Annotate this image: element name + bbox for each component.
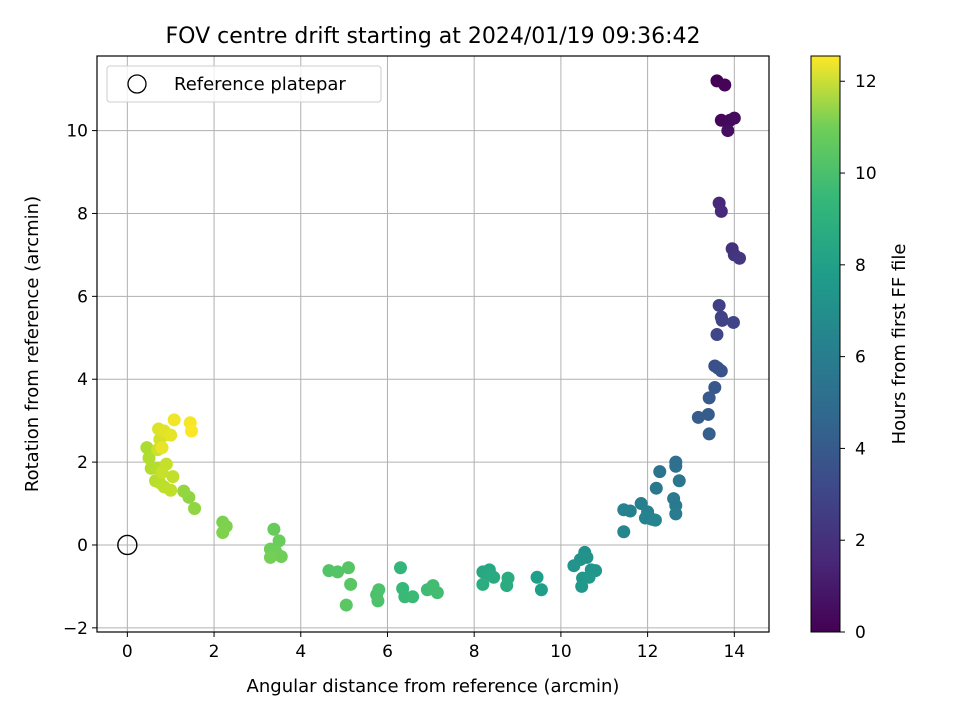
y-tick-label: 6 (77, 287, 88, 307)
scatter-point (582, 570, 596, 584)
scatter-point (710, 327, 724, 341)
scatter-point (714, 364, 728, 378)
scatter-point (166, 470, 180, 484)
chart-title: FOV centre drift starting at 2024/01/19 … (166, 24, 701, 49)
scatter-point (406, 590, 420, 604)
y-tick-label: −2 (63, 619, 88, 639)
scatter-point (500, 579, 514, 593)
scatter-point (691, 410, 705, 424)
scatter-point (430, 586, 444, 600)
y-tick-label: 0 (77, 536, 88, 556)
scatter-point (140, 441, 154, 455)
y-tick-label: 2 (77, 453, 88, 473)
scatter-point (733, 251, 747, 265)
legend-box (106, 65, 382, 103)
colorbar-tick-label: 2 (855, 531, 866, 551)
grid (97, 56, 769, 632)
scatter-point (164, 483, 178, 497)
data-points (140, 74, 747, 612)
scatter-point (339, 598, 353, 612)
y-axis-label: Rotation from reference (arcmin) (22, 196, 43, 492)
colorbar-tick-label: 4 (855, 439, 866, 459)
scatter-point (155, 441, 169, 455)
colorbar-tick-label: 8 (855, 256, 866, 276)
scatter-point (272, 534, 286, 548)
y-tick-label: 10 (66, 122, 88, 142)
x-axis-label: Angular distance from reference (arcmin) (247, 676, 620, 697)
scatter-point (155, 465, 169, 479)
scatter-point (188, 502, 202, 516)
reference-layer (117, 534, 138, 556)
x-tick-label: 4 (295, 642, 306, 662)
scatter-point (727, 111, 741, 125)
legend-marker-reference (127, 74, 147, 94)
scatter-point (708, 381, 722, 395)
scatter-point (672, 474, 686, 488)
colorbar-tick-label: 0 (855, 623, 866, 643)
colorbar-tick-label: 10 (855, 164, 877, 184)
plot-frame (96, 55, 770, 633)
scatter-point (714, 204, 728, 218)
x-tick-label: 8 (469, 642, 480, 662)
scatter-point (530, 570, 544, 584)
scatter-point (216, 526, 230, 540)
scatter-point (393, 561, 407, 575)
x-axis-ticks: 0 2 4 6 8 10 12 14 (122, 632, 745, 662)
scatter-point (712, 298, 726, 312)
x-tick-label: 0 (122, 642, 133, 662)
x-tick-label: 14 (723, 642, 745, 662)
scatter-point (487, 570, 501, 584)
x-tick-label: 6 (382, 642, 393, 662)
colorbar-label: Hours from first FF file (889, 244, 910, 445)
scatter-point (575, 579, 589, 593)
colorbar-ticks: 0 2 4 6 8 10 12 (840, 72, 877, 643)
legend: Reference platepar (106, 65, 382, 103)
scatter-point (653, 465, 667, 479)
scatter-point (617, 525, 631, 539)
scatter-point (341, 561, 355, 575)
scatter-point (476, 577, 490, 591)
colorbar (810, 55, 841, 633)
scatter-point (274, 550, 288, 564)
scatter-point (649, 481, 663, 495)
scatter-point (702, 391, 716, 405)
reference-platepar-marker (117, 534, 138, 556)
scatter-point (623, 504, 637, 518)
scatter-point (567, 559, 581, 573)
scatter-point (177, 484, 191, 498)
x-tick-label: 2 (209, 642, 220, 662)
scatter-point (534, 583, 548, 597)
colorbar-tick-label: 12 (855, 72, 877, 92)
scatter-point (185, 424, 199, 438)
scatter-point (715, 313, 729, 327)
scatter-point (267, 522, 281, 536)
scatter-point (718, 78, 732, 92)
scatter-point (142, 451, 156, 465)
scatter-point (669, 459, 683, 473)
scatter-point (701, 407, 715, 421)
scatter-point (167, 413, 181, 427)
y-axis-ticks: −2 0 2 4 6 8 10 (63, 122, 97, 639)
scatter-point (331, 565, 345, 579)
x-tick-label: 10 (550, 642, 572, 662)
y-tick-label: 8 (77, 204, 88, 224)
scatter-point (263, 550, 277, 564)
x-tick-label: 12 (637, 642, 659, 662)
scatter-point (344, 577, 358, 591)
scatter-point (721, 124, 735, 138)
scatter-point (371, 594, 385, 608)
scatter-point (669, 507, 683, 521)
scatter-point (648, 513, 662, 527)
scatter-point (164, 428, 178, 442)
y-tick-label: 4 (77, 370, 88, 390)
scatter-point (726, 315, 740, 329)
scatter-point (702, 427, 716, 441)
legend-label-reference: Reference platepar (174, 74, 346, 95)
scatter-point (372, 583, 386, 597)
colorbar-tick-label: 6 (855, 348, 866, 368)
